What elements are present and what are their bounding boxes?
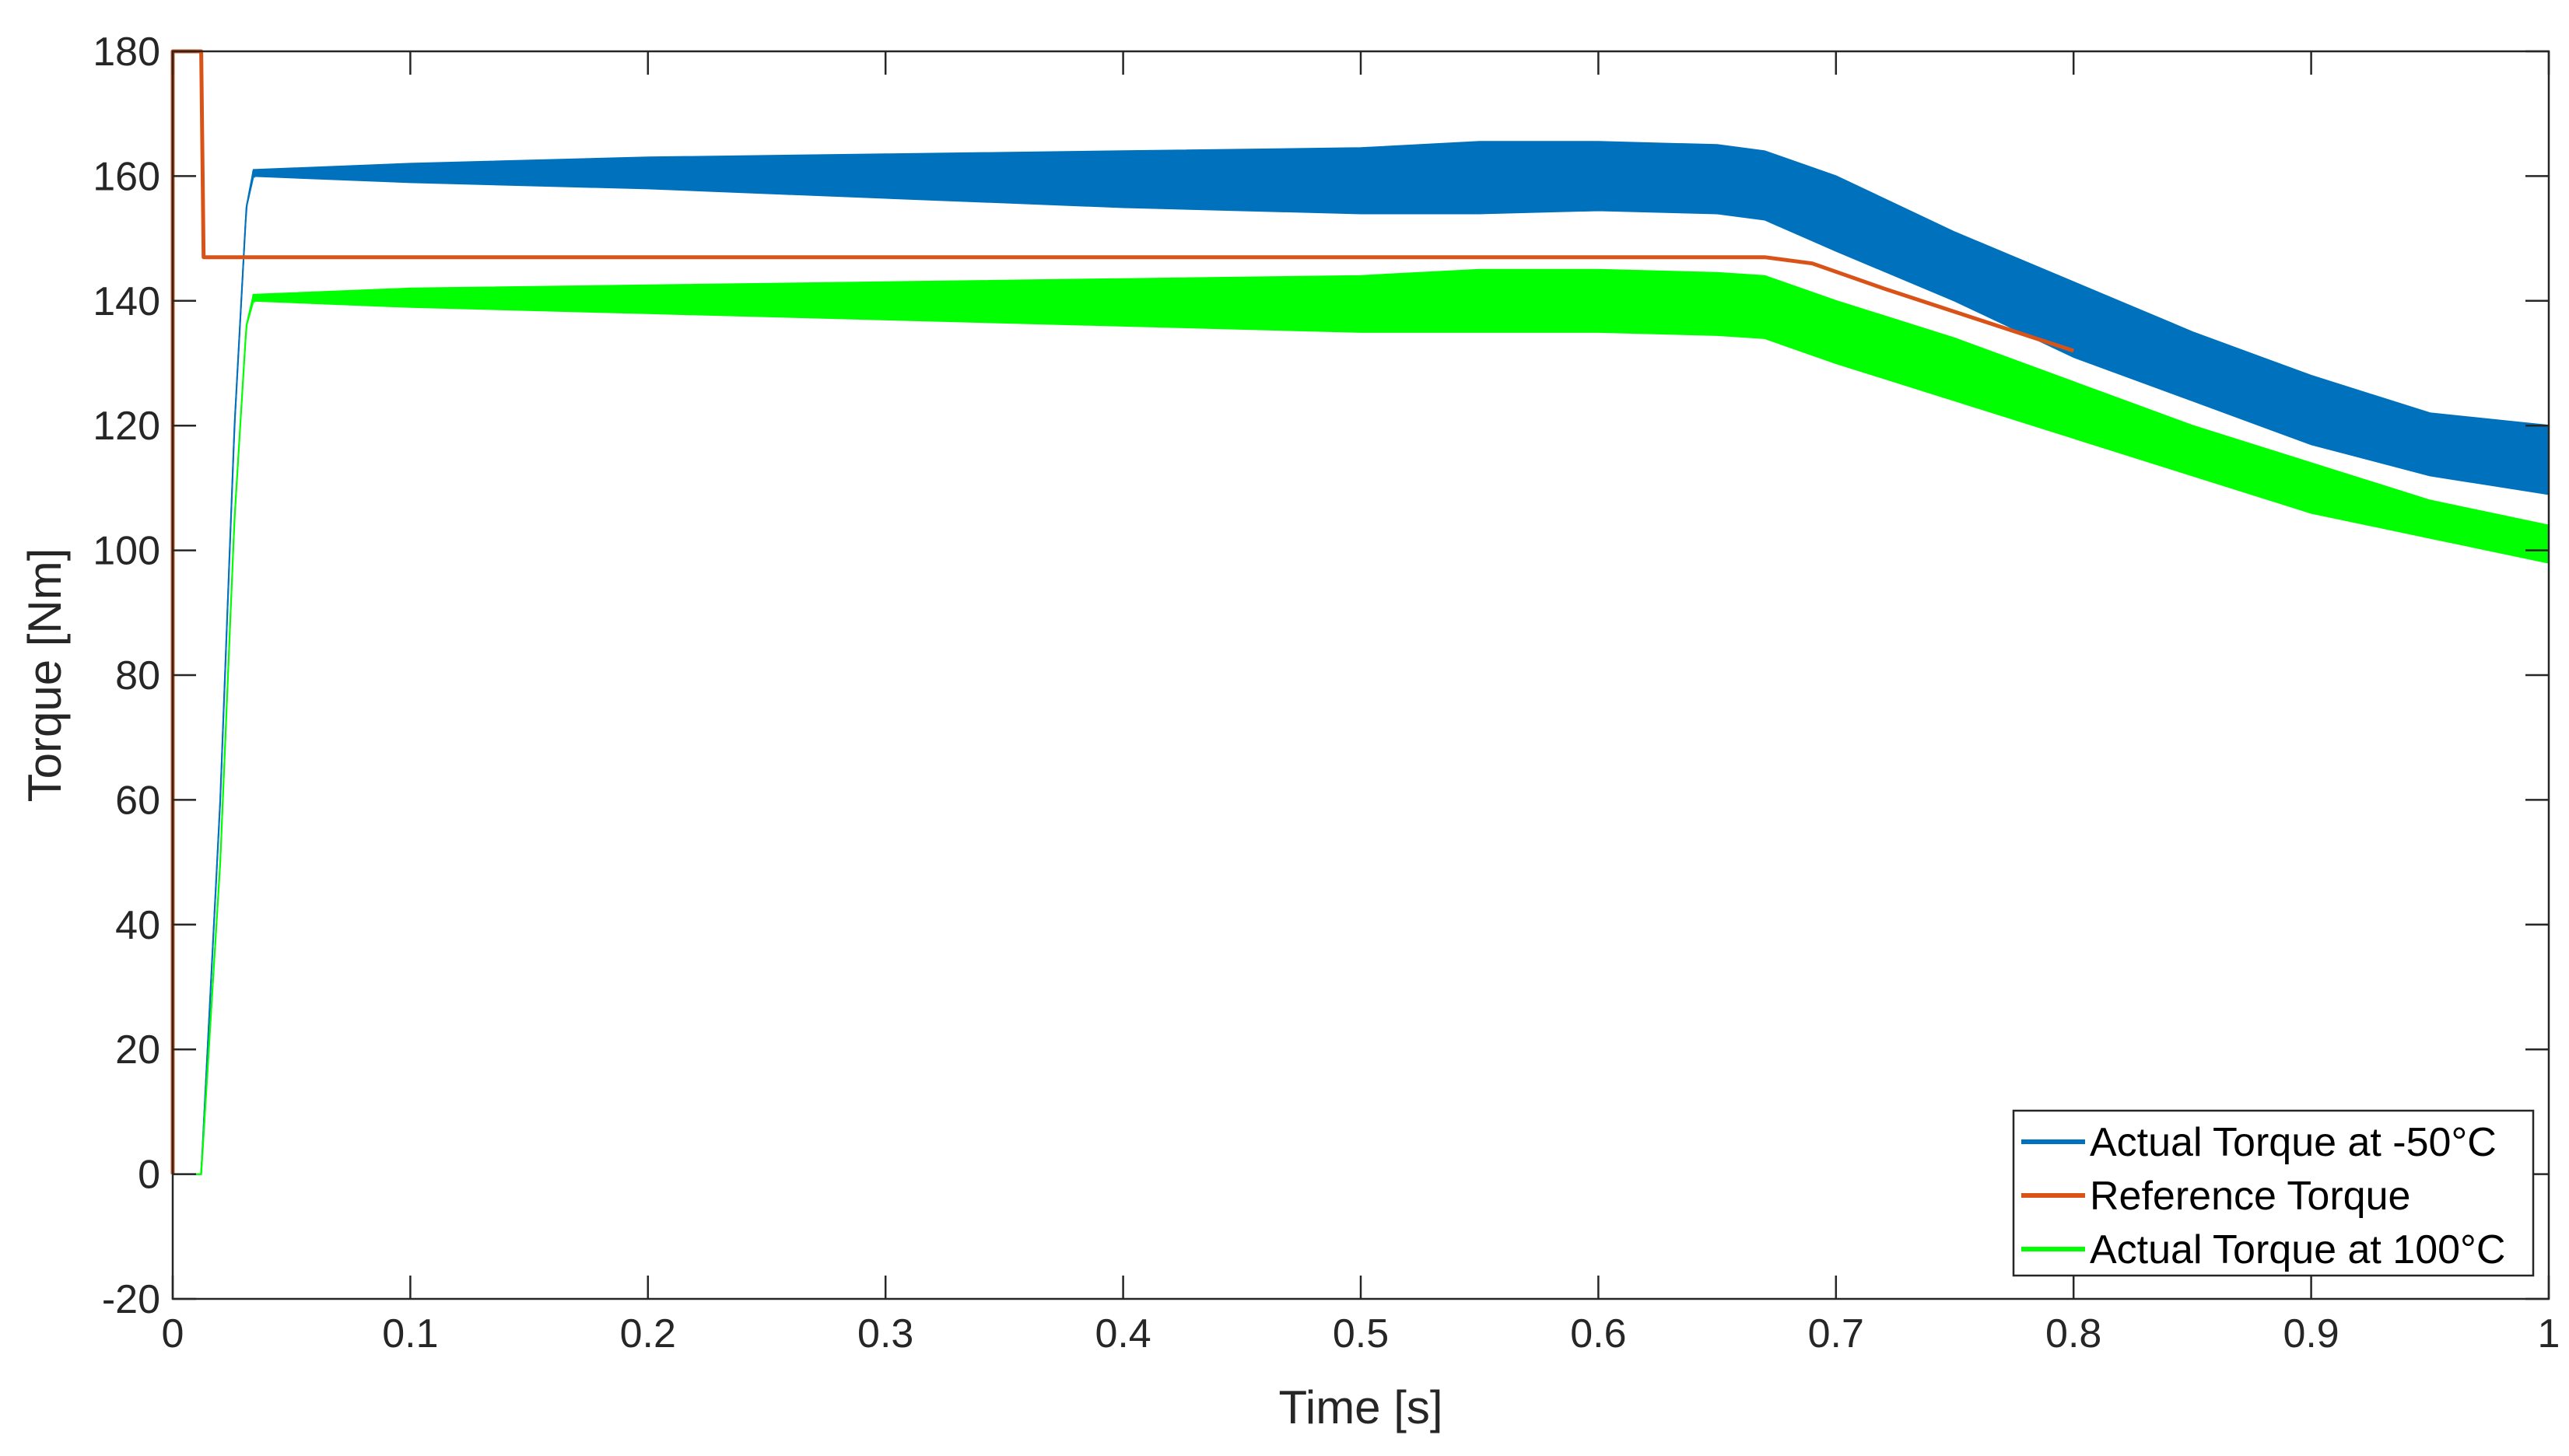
- y-tick-label: 40: [115, 903, 160, 948]
- x-tick-label: 0.3: [857, 1311, 913, 1356]
- x-tick-label: 0.2: [620, 1311, 676, 1356]
- y-tick-label: 160: [93, 154, 160, 199]
- x-tick-label: 0.5: [1333, 1311, 1389, 1356]
- x-tick-label: 0.9: [2283, 1311, 2339, 1356]
- tick-layer: 0 0.1 0.2 0.3 0.4 0.5 0.6 0.7 0.8 0.9 1-2002040608…: [93, 30, 2560, 1356]
- series-actual-torque-at-50-c-oscillation: [173, 142, 2550, 1175]
- y-tick-label: 80: [115, 653, 160, 698]
- legend-label-actual-100: Actual Torque at 100°C: [2090, 1227, 2505, 1272]
- y-tick-label: 100: [93, 529, 160, 574]
- x-axis-label: Time [s]: [1278, 1381, 1442, 1433]
- x-tick-label: 0.4: [1095, 1311, 1151, 1356]
- x-tick-label: 0.7: [1808, 1311, 1864, 1356]
- legend: Actual Torque at -50°C Reference Torque …: [2012, 1109, 2535, 1277]
- y-tick-label: 0: [138, 1153, 160, 1198]
- y-tick-label: -20: [102, 1277, 160, 1322]
- x-tick-label: 0.1: [382, 1311, 438, 1356]
- y-tick-label: 60: [115, 778, 160, 823]
- y-tick-label: 20: [115, 1027, 160, 1073]
- plot-background: [173, 51, 2549, 1299]
- x-tick-label: 1: [2538, 1311, 2560, 1356]
- legend-label-reference: Reference Torque: [2090, 1174, 2410, 1219]
- y-axis-label: Torque [Nm]: [19, 548, 71, 803]
- y-tick-label: 120: [93, 404, 160, 449]
- series-actual-torque-at-100-c-oscillation: [173, 269, 2550, 1175]
- x-tick-label: 0: [162, 1311, 184, 1356]
- y-tick-label: 180: [93, 30, 160, 75]
- x-tick-label: 0.8: [2045, 1311, 2101, 1356]
- legend-label-actual-minus50: Actual Torque at -50°C: [2090, 1120, 2497, 1165]
- x-tick-label: 0.6: [1570, 1311, 1626, 1356]
- legend-box: [2012, 1109, 2535, 1277]
- y-tick-label: 140: [93, 279, 160, 324]
